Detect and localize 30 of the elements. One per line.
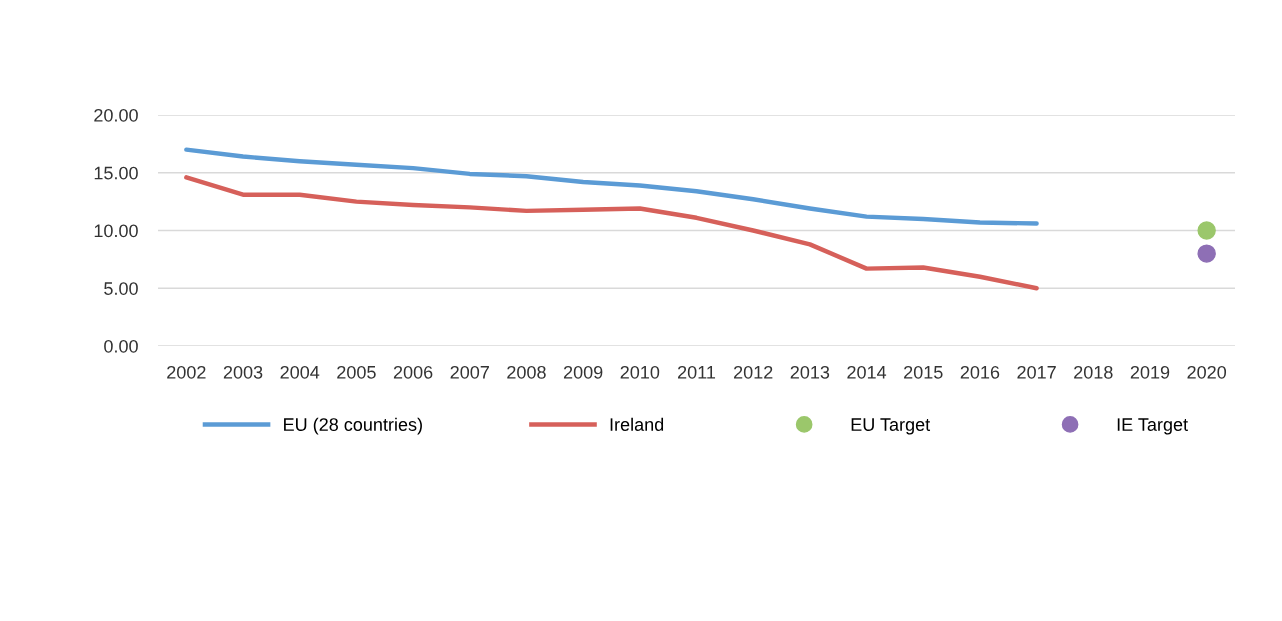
x-tick-label: 2005 [337,365,376,379]
y-tick-label: 0.00 [104,339,138,353]
x-tick-label: 2004 [280,365,320,379]
x-tick-label: 2013 [790,365,830,379]
x-tick-label: 2012 [734,365,773,379]
x-tick-label: 2008 [507,365,546,379]
x-tick-label: 2006 [393,365,433,379]
x-tick-label: 2016 [960,365,1000,379]
x-tick-label: 2003 [223,365,263,379]
x-tick-label: 2015 [904,365,943,379]
x-tick-label: 2020 [1187,365,1227,379]
line-series [184,175,1039,291]
x-tick-label: 2017 [1017,365,1056,379]
x-tick-label: 2018 [1074,365,1113,379]
x-tick-label: 2009 [563,365,603,379]
y-tick-label: 10.00 [94,224,138,238]
x-tick-label: 2014 [847,365,887,379]
y-tick-label: 5.00 [104,282,138,295]
x-tick-label: 2010 [620,365,660,379]
legend-label: Ireland [610,417,664,431]
x-tick-label: 2011 [677,365,716,379]
y-tick-label: 15.00 [94,166,138,180]
x-tick-label: 2007 [450,365,489,379]
legend-label: EU Target [851,418,931,435]
x-tick-label: 2019 [1130,365,1170,379]
legend-label: IE Target [1117,418,1188,435]
legend-label: EU (28 countries) [284,417,422,435]
y-tick-label: 20.00 [94,108,138,122]
x-tick-label: 2002 [167,365,206,379]
line-series [184,147,1039,226]
